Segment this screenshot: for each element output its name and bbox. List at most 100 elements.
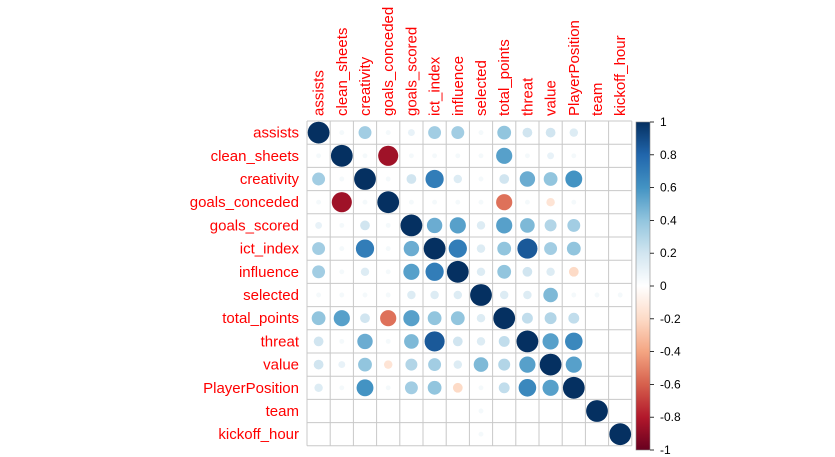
corr-circle-assists-clean_sheets	[339, 130, 345, 136]
corr-circle-value-clean_sheets	[338, 361, 346, 369]
colorbar-tick-label: 1	[660, 115, 667, 129]
corr-circle-ict_index-goals_scored	[403, 240, 420, 257]
corr-circle-creativity-clean_sheets	[339, 176, 345, 182]
column-label-goals_conceded: goals_conceded	[380, 7, 397, 116]
corr-circle-total_points-creativity	[360, 313, 370, 324]
corr-circle-creativity-goals_conceded	[385, 176, 391, 182]
corr-circle-assists-ict_index	[428, 126, 442, 140]
column-label-selected: selected	[473, 60, 490, 116]
row-label-value: value	[263, 357, 299, 374]
corr-circle-goals_conceded-goals_scored	[408, 199, 414, 205]
corr-circle-creativity-selected	[478, 176, 484, 182]
corr-circle-selected-ict_index	[430, 290, 439, 300]
column-label-PlayerPosition: PlayerPosition	[566, 20, 583, 116]
corr-circle-PlayerPosition-goals_conceded	[385, 385, 391, 391]
corr-circle-selected-goals_scored	[407, 290, 416, 300]
corr-circle-goals_scored-ict_index	[426, 217, 443, 234]
corr-circle-goals_scored-goals_conceded	[385, 222, 391, 228]
corr-circle-assists-goals_scored	[407, 129, 415, 137]
corr-circle-PlayerPosition-influence	[452, 382, 463, 393]
corr-circle-goals_conceded-influence	[455, 199, 461, 205]
corr-circle-threat-influence	[452, 336, 463, 347]
corr-circle-ict_index-threat	[517, 238, 538, 259]
corr-circle-creativity-threat	[519, 171, 536, 187]
corr-circle-selected-team	[594, 292, 600, 298]
corr-circle-PlayerPosition-ict_index	[427, 380, 442, 395]
corr-circle-clean_sheets-clean_sheets	[330, 144, 353, 167]
corr-circle-goals_scored-selected	[476, 221, 486, 230]
corr-circle-influence-ict_index	[425, 262, 444, 281]
column-label-assists: assists	[311, 70, 328, 116]
corr-circle-team-team	[586, 400, 608, 422]
corr-circle-selected-total_points	[499, 290, 509, 300]
corr-circle-value-value	[539, 353, 562, 376]
corr-circle-clean_sheets-PlayerPosition	[571, 153, 577, 159]
corr-circle-total_points-total_points	[493, 307, 516, 330]
corr-circle-PlayerPosition-creativity	[356, 379, 374, 397]
corr-circle-goals_conceded-creativity	[362, 199, 368, 205]
corr-circle-PlayerPosition-value	[542, 379, 559, 396]
column-label-kickoff_hour: kickoff_hour	[612, 35, 629, 116]
colorbar-gradient	[635, 121, 651, 451]
row-label-creativity: creativity	[240, 171, 300, 188]
corr-circle-assists-selected	[478, 130, 484, 136]
corr-circle-influence-total_points	[497, 264, 512, 279]
corr-circle-goals_conceded-threat	[524, 199, 530, 205]
corr-circle-ict_index-influence	[448, 239, 467, 258]
corr-circle-selected-selected	[470, 284, 492, 306]
corr-circle-total_points-value	[544, 312, 557, 325]
corr-circle-creativity-assists	[312, 172, 326, 186]
corr-circle-goals_conceded-PlayerPosition	[571, 199, 577, 205]
corr-circle-ict_index-assists	[312, 242, 326, 256]
corr-circle-threat-value	[542, 333, 559, 350]
corr-circle-ict_index-creativity	[355, 239, 375, 258]
corr-circle-threat-goals_scored	[404, 334, 419, 349]
corr-circle-goals_scored-PlayerPosition	[567, 218, 581, 232]
corr-circle-selected-PlayerPosition	[571, 292, 577, 298]
corr-circle-total_points-ict_index	[427, 311, 442, 326]
corr-circle-assists-goals_conceded	[385, 130, 391, 136]
colorbar-tick-label: 0	[660, 279, 667, 293]
corr-circle-ict_index-total_points	[497, 241, 512, 256]
corr-circle-goals_conceded-value	[546, 197, 555, 207]
corr-circle-creativity-creativity	[354, 168, 376, 190]
corr-circle-total_points-goals_scored	[403, 310, 420, 327]
column-label-goals_scored: goals_scored	[403, 27, 420, 116]
row-label-ict_index: ict_index	[240, 241, 300, 258]
corr-circle-threat-goals_conceded	[385, 338, 391, 344]
corr-circle-threat-ict_index	[424, 331, 445, 352]
corr-circle-kickoff_hour-kickoff_hour	[609, 423, 632, 446]
corr-circle-value-goals_conceded	[383, 360, 393, 369]
corr-circle-selected-threat	[523, 290, 532, 300]
column-label-clean_sheets: clean_sheets	[334, 28, 351, 116]
corr-circle-goals_scored-creativity	[360, 220, 370, 231]
corr-circle-ict_index-value	[544, 242, 558, 256]
corr-circle-assists-influence	[451, 126, 465, 140]
corr-circle-PlayerPosition-threat	[518, 379, 537, 397]
corr-circle-goals_conceded-goals_conceded	[377, 191, 400, 214]
corr-circle-influence-creativity	[360, 267, 370, 277]
corr-circle-goals_conceded-total_points	[496, 194, 513, 211]
corr-circle-ict_index-PlayerPosition	[566, 241, 581, 256]
corr-circle-threat-total_points	[498, 335, 510, 347]
corr-circle-assists-PlayerPosition	[569, 128, 579, 137]
colorbar-tick-label: -0.8	[660, 410, 681, 424]
corr-circle-total_points-influence	[450, 311, 465, 326]
corr-circle-PlayerPosition-goals_scored	[404, 381, 418, 395]
corr-circle-selected-value	[543, 287, 558, 303]
corr-circle-assists-total_points	[497, 125, 512, 140]
colorbar-tick-label: 0.4	[660, 213, 677, 227]
corr-circle-total_points-selected	[476, 313, 486, 323]
corr-circle-creativity-value	[543, 172, 558, 186]
corr-circle-threat-PlayerPosition	[565, 332, 583, 351]
column-label-ict_index: ict_index	[427, 56, 444, 116]
corr-circle-PlayerPosition-clean_sheets	[339, 385, 345, 391]
corr-circle-goals_conceded-clean_sheets	[331, 192, 352, 213]
column-label-influence: influence	[450, 56, 467, 116]
corr-circle-influence-assists	[312, 265, 326, 279]
column-labels: assists clean_sheets creativity goals_conce…	[311, 7, 630, 116]
corr-circle-threat-assists	[313, 336, 324, 347]
colorbar-tick-label: -0.4	[660, 345, 681, 359]
corr-circle-influence-value	[546, 267, 555, 277]
corr-circle-selected-assists	[316, 292, 322, 298]
